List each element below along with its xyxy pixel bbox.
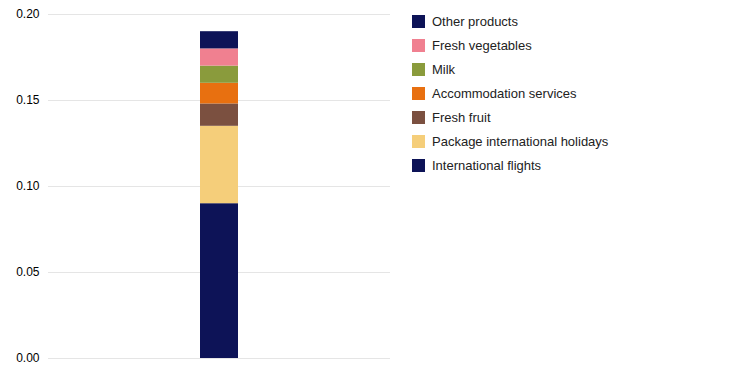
svg-text:0.15: 0.15 <box>16 93 40 107</box>
svg-text:0.20: 0.20 <box>16 7 40 21</box>
svg-text:0.00: 0.00 <box>16 351 40 365</box>
html-text:Milk: Milk <box>432 62 456 77</box>
html-text:Other products: Other products <box>432 14 518 29</box>
html-text:Accommodation services: Accommodation services <box>432 86 577 101</box>
html-text:International flights: International flights <box>432 158 542 173</box>
html-text:Fresh vegetables: Fresh vegetables <box>432 38 532 53</box>
svg-text:0.05: 0.05 <box>16 265 40 279</box>
svg-text:0.10: 0.10 <box>16 179 40 193</box>
html-text:Fresh fruit: Fresh fruit <box>432 110 491 125</box>
html-text:Package international holidays: Package international holidays <box>432 134 609 149</box>
